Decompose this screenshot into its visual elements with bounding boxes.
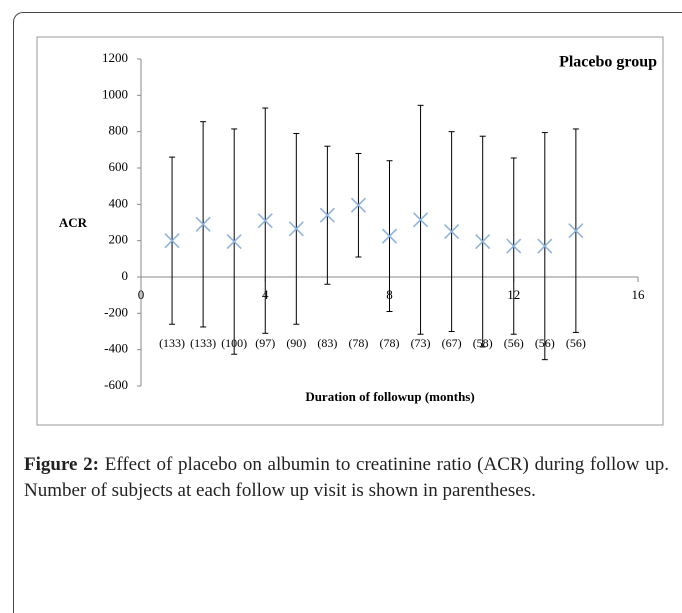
figure-frame bbox=[13, 12, 682, 613]
x-tick-label: 0 bbox=[138, 287, 145, 302]
marker bbox=[381, 228, 398, 244]
y-tick-label: -400 bbox=[104, 341, 128, 356]
caption-text: Effect of placebo on albumin to creatini… bbox=[24, 454, 669, 501]
y-tick-label: 600 bbox=[109, 159, 129, 174]
subject-count: (83) bbox=[317, 336, 337, 350]
marker bbox=[257, 213, 273, 229]
x-tick-label: 16 bbox=[632, 287, 646, 302]
y-tick-label: 1000 bbox=[102, 86, 128, 101]
marker bbox=[319, 207, 335, 223]
subject-count: (78) bbox=[380, 336, 400, 350]
subject-count: (67) bbox=[442, 336, 462, 350]
marker bbox=[350, 197, 367, 213]
x-axis-label: Duration of followup (months) bbox=[305, 389, 474, 404]
marker bbox=[195, 216, 211, 232]
marker bbox=[475, 234, 491, 250]
subject-count: (133) bbox=[159, 336, 185, 350]
marker bbox=[412, 212, 429, 228]
page: Placebo group ACR Duration of followup (… bbox=[13, 12, 682, 613]
y-tick-label: -200 bbox=[104, 304, 128, 319]
chart-title: Placebo group bbox=[559, 54, 657, 71]
y-tick-label: 400 bbox=[109, 195, 129, 210]
marker bbox=[537, 238, 553, 254]
subject-count: (100) bbox=[221, 336, 247, 350]
y-tick-label: 800 bbox=[109, 123, 129, 138]
y-tick-label: 1200 bbox=[102, 50, 128, 65]
marker bbox=[444, 224, 460, 240]
caption: Figure 2: Effect of placebo on albumin t… bbox=[24, 452, 669, 504]
y-tick-label: 200 bbox=[109, 232, 129, 247]
chart-border bbox=[36, 36, 664, 426]
y-tick-label: 0 bbox=[122, 268, 129, 283]
subject-count: (97) bbox=[255, 336, 275, 350]
marker bbox=[164, 233, 180, 249]
subject-count: (90) bbox=[286, 336, 306, 350]
subject-count: (58) bbox=[473, 336, 493, 350]
subject-count: (56) bbox=[504, 336, 524, 350]
subject-count: (73) bbox=[411, 336, 431, 350]
subject-count: (133) bbox=[190, 336, 216, 350]
marker bbox=[568, 223, 584, 239]
subject-count: (56) bbox=[566, 336, 586, 350]
marker bbox=[226, 234, 242, 250]
y-tick-label: -600 bbox=[104, 377, 128, 392]
marker bbox=[288, 221, 304, 237]
subject-count: (78) bbox=[348, 336, 368, 350]
chart: Placebo group ACR Duration of followup (… bbox=[36, 36, 664, 426]
y-axis-label: ACR bbox=[59, 215, 88, 230]
subject-count: (56) bbox=[535, 336, 555, 350]
marker bbox=[506, 238, 522, 254]
caption-label: Figure 2: bbox=[24, 454, 100, 475]
